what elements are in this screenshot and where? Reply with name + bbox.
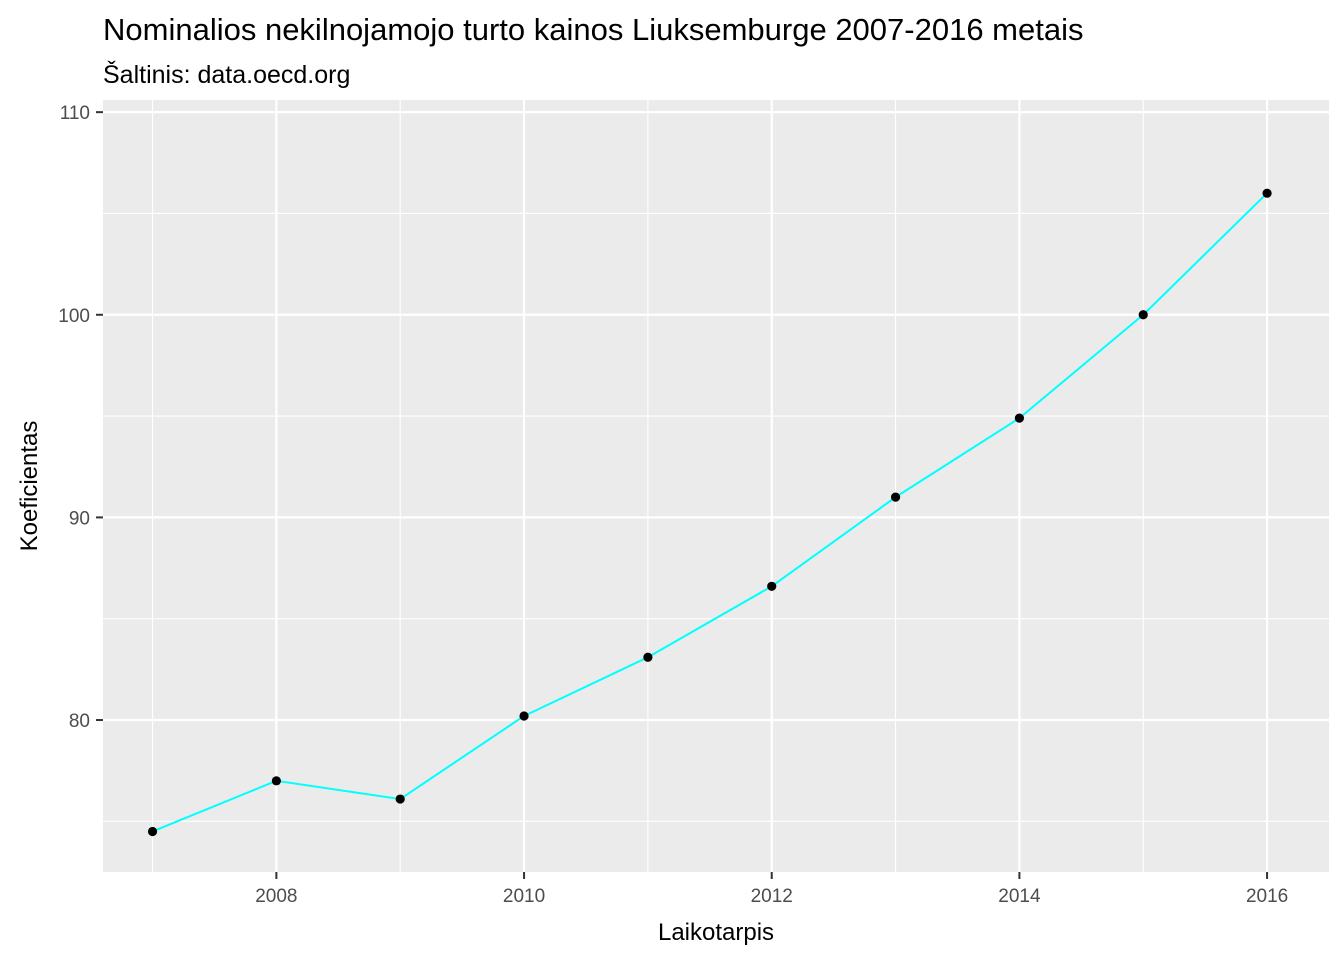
y-tick-label: 90: [69, 508, 90, 529]
x-tick-label: 2008: [255, 886, 297, 907]
plot-panel: [103, 100, 1329, 872]
data-point: [1138, 310, 1148, 320]
data-point: [519, 711, 529, 721]
x-tick-label: 2010: [503, 886, 545, 907]
x-tick-label: 2014: [998, 886, 1041, 907]
y-axis: 80 90 100 110: [58, 103, 103, 732]
series-line-group: [152, 192, 1268, 833]
chart-subtitle: Šaltinis: data.oecd.org: [103, 60, 350, 89]
chart-title: Nominalios nekilnojamojo turto kainos Li…: [103, 12, 1083, 47]
data-point: [643, 652, 653, 662]
data-point: [395, 794, 405, 804]
x-axis-title: Laikotarpis: [658, 919, 774, 946]
data-point: [1262, 188, 1272, 198]
data-point: [271, 776, 281, 786]
data-points: [147, 188, 1272, 837]
data-point: [767, 581, 777, 591]
data-point: [1014, 413, 1025, 423]
y-tick-label: 110: [60, 103, 90, 124]
y-tick-label: 80: [69, 711, 90, 732]
x-tick-label: 2012: [751, 886, 793, 907]
y-axis-title: Koeficientas: [16, 421, 43, 552]
data-point: [890, 492, 901, 502]
x-axis: 2008 2010 2012 2014 2016: [255, 872, 1288, 907]
y-tick-label: 100: [58, 306, 90, 327]
series-line: [152, 192, 1268, 833]
major-gridlines: [103, 100, 1329, 872]
x-tick-label: 2016: [1246, 886, 1288, 907]
data-point: [147, 826, 158, 837]
